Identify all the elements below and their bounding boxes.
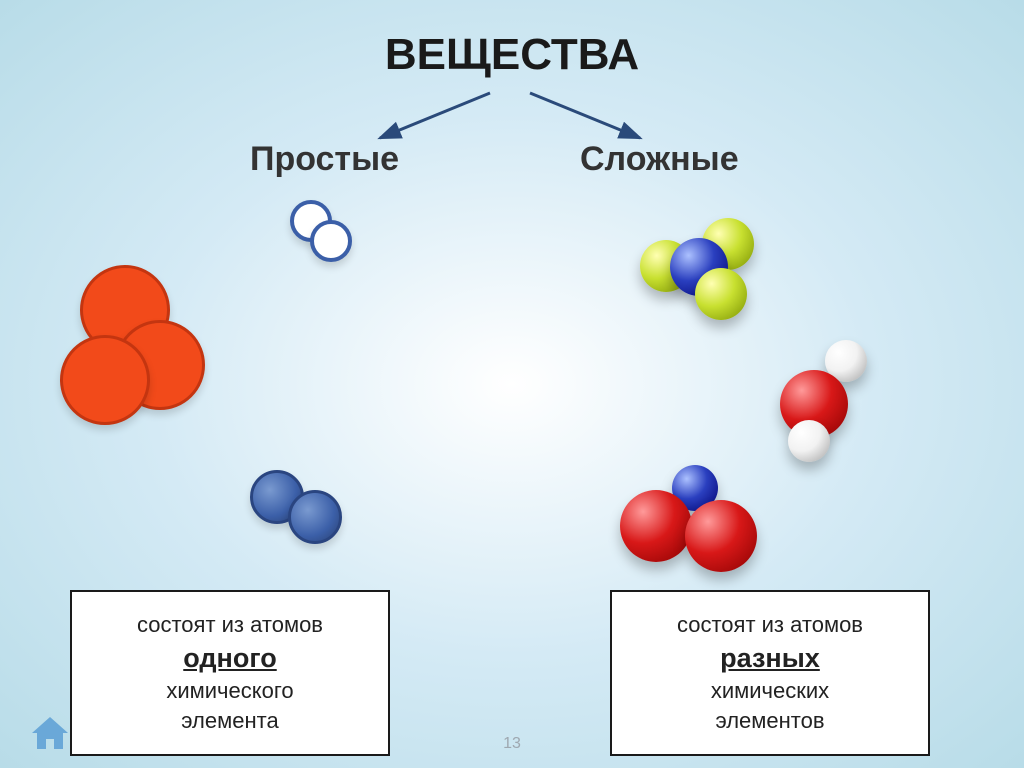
caption-line: химических	[711, 678, 829, 703]
atom-red3	[60, 335, 150, 425]
caption-line: элемента	[181, 708, 278, 733]
sphere-bottom-2	[685, 500, 757, 572]
page-number: 13	[503, 735, 521, 753]
branch-label-simple: Простые	[250, 140, 399, 179]
caption-simple: состоят из атомов одного химического эле…	[70, 590, 390, 756]
caption-complex: состоят из атомов разных химических элем…	[610, 590, 930, 756]
arrow-right	[530, 93, 640, 138]
branch-label-complex: Сложные	[580, 140, 739, 179]
caption-line: состоят из атомов	[677, 612, 863, 637]
slide-title: ВЕЩЕСТВА	[385, 30, 639, 80]
atom-white2	[310, 220, 352, 262]
caption-emph: разных	[720, 643, 820, 673]
sphere-mid-2	[788, 420, 830, 462]
caption-line: состоят из атомов	[137, 612, 323, 637]
sphere-top-3	[695, 268, 747, 320]
molecule-diagram-area	[0, 190, 1024, 560]
atom-blue2	[288, 490, 342, 544]
caption-emph: одного	[183, 643, 276, 673]
home-icon[interactable]	[28, 713, 72, 753]
caption-line: химического	[166, 678, 293, 703]
arrow-left	[380, 93, 490, 138]
caption-line: элементов	[715, 708, 824, 733]
sphere-bottom-1	[620, 490, 692, 562]
